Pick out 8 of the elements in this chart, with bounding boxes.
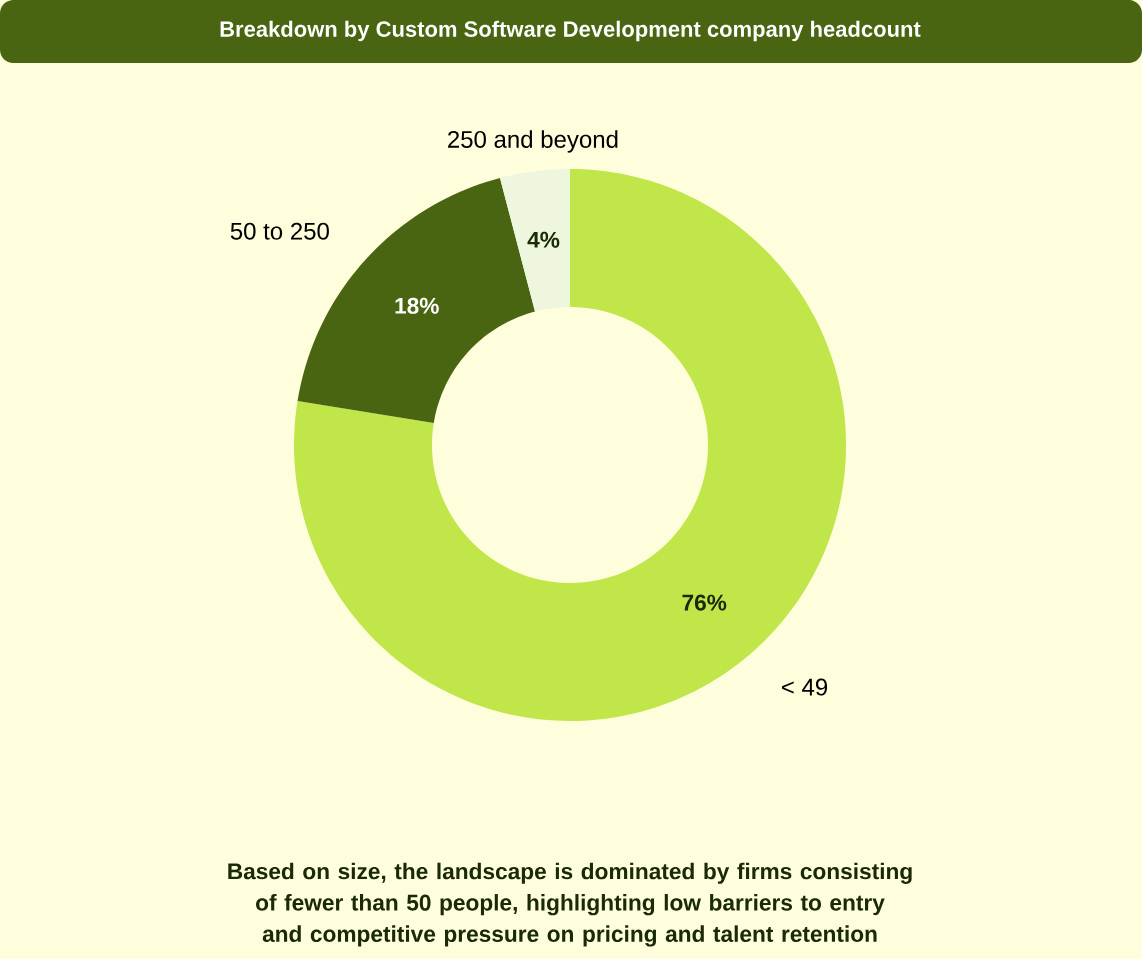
data-label: 18% (395, 297, 439, 314)
slice-label: < 49 (782, 678, 828, 696)
data-label: 76% (682, 594, 727, 611)
text: Based on size, the landscape is dominated by firms consisting of fewer than 50 people, highlighting low barriers to entry and competitive pressure on pricing and talent retention (228, 862, 912, 947)
chart-title: Breakdown by Custom Software Development company headcount (220, 20, 921, 42)
data-label: 4% (527, 231, 560, 248)
slice-label: 50 to 250 (230, 222, 329, 240)
slice-label: 250 and beyond (448, 130, 618, 153)
